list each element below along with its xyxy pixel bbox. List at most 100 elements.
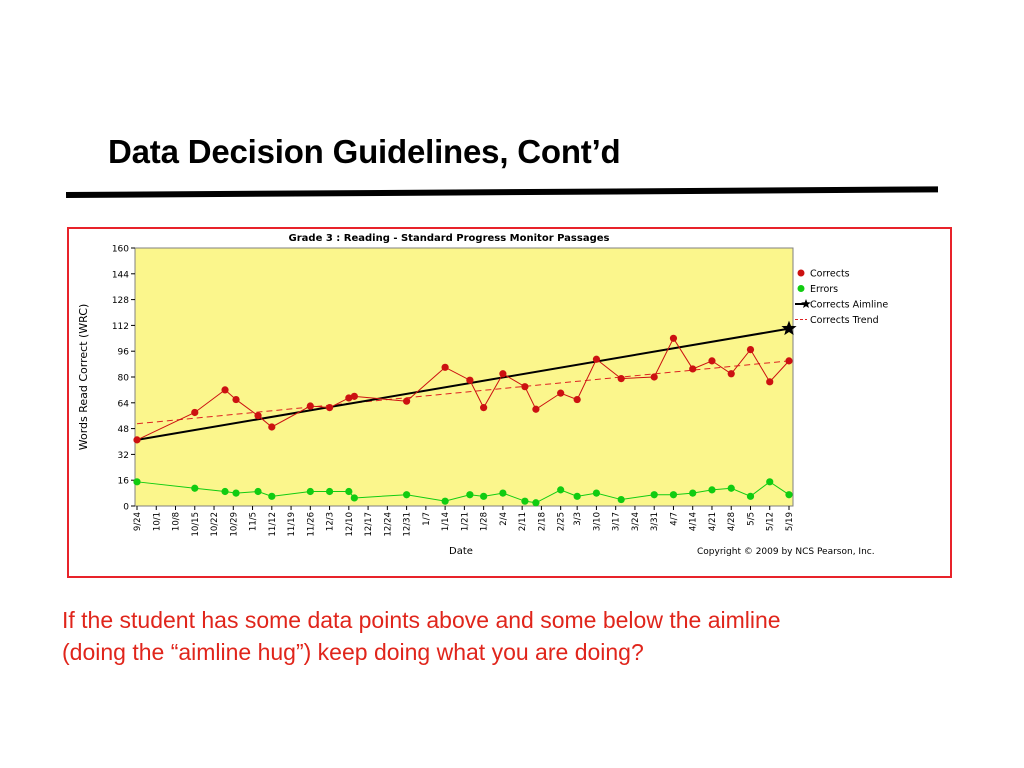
errors-point (746, 492, 755, 500)
errors-point (191, 484, 199, 492)
x-tick-label: 12/10 (345, 512, 355, 537)
y-tick-label: 0 (123, 503, 129, 513)
x-tick-label: 3/3 (573, 512, 583, 526)
x-tick-label: 11/26 (306, 512, 316, 537)
chart-frame: Grade 3 : Reading - Standard Progress Mo… (67, 227, 952, 578)
legend-errors-label: Errors (810, 284, 838, 295)
corrects-point (480, 404, 488, 412)
x-tick-label: 1/7 (422, 512, 432, 526)
x-tick-label: 9/24 (133, 512, 143, 531)
legend-errors-marker (797, 285, 805, 292)
corrects-point (441, 363, 449, 371)
corrects-point (689, 365, 697, 373)
errors-point (727, 484, 735, 492)
errors-point (617, 495, 625, 504)
x-tick-label: 3/31 (650, 512, 660, 531)
x-tick-label: 10/29 (229, 512, 239, 537)
errors-point (499, 489, 507, 497)
x-tick-label: 4/7 (669, 512, 679, 526)
corrects-point (617, 375, 625, 383)
y-tick-label: 64 (118, 399, 130, 409)
x-tick-label: 10/8 (172, 512, 182, 531)
x-tick-label: 2/11 (518, 512, 528, 531)
errors-point (466, 491, 474, 499)
corrects-point (746, 345, 755, 354)
slide-title: Data Decision Guidelines, Cont’d (108, 133, 621, 170)
x-tick-label: 11/19 (287, 512, 297, 537)
y-tick-label: 16 (118, 477, 130, 487)
corrects-point (766, 378, 774, 386)
errors-point (268, 492, 276, 500)
x-tick-label: 12/24 (383, 512, 393, 537)
x-tick-label: 11/5 (249, 512, 259, 531)
corrects-point (499, 370, 507, 378)
errors-point (221, 487, 229, 496)
y-tick-label: 32 (118, 451, 129, 461)
x-tick-label: 5/5 (746, 512, 756, 526)
legend-corrects-aimline-marker (801, 299, 811, 309)
corrects-point (268, 423, 276, 431)
errors-point (325, 487, 334, 496)
x-tick-label: 5/19 (785, 512, 795, 531)
errors-point (345, 487, 353, 496)
errors-point (350, 494, 358, 502)
x-tick-label: 10/1 (152, 512, 162, 531)
errors-point (232, 489, 240, 497)
errors-point (254, 487, 262, 496)
errors-point (708, 486, 716, 494)
errors-point (521, 497, 529, 505)
corrects-point (232, 395, 240, 404)
errors-point (573, 492, 581, 500)
errors-point (441, 497, 449, 505)
corrects-trend-line (136, 360, 790, 425)
corrects-point (325, 404, 334, 412)
corrects-point (521, 383, 529, 391)
x-tick-label: 2/18 (537, 512, 547, 531)
corrects-point (727, 370, 735, 378)
y-tick-label: 144 (112, 270, 129, 280)
x-tick-label: 1/14 (441, 512, 451, 531)
y-tick-label: 96 (118, 348, 130, 358)
corrects-point (345, 394, 353, 402)
caption-line-1: If the student has some data points abov… (62, 607, 781, 633)
corrects-point (573, 395, 581, 404)
corrects-point (254, 412, 262, 420)
x-tick-label: 11/12 (268, 512, 278, 537)
errors-point (557, 486, 565, 494)
corrects-point (350, 392, 358, 400)
progress-chart: Grade 3 : Reading - Standard Progress Mo… (77, 233, 888, 557)
corrects-aimline-line (136, 327, 790, 441)
corrects-point (133, 436, 141, 444)
errors-point (592, 489, 601, 497)
x-tick-label: 2/4 (499, 512, 509, 526)
errors-point (133, 478, 141, 486)
title-underline (66, 186, 939, 198)
y-tick-label: 80 (118, 374, 130, 384)
chart-title: Grade 3 : Reading - Standard Progress Mo… (289, 233, 610, 244)
corrects-point (557, 389, 565, 397)
copyright-note: Copyright © 2009 by NCS Pearson, Inc. (697, 547, 875, 557)
x-tick-label: 10/15 (191, 512, 201, 537)
errors-point (766, 478, 774, 486)
legend-corrects-label: Corrects (810, 269, 850, 280)
x-tick-label: 4/28 (727, 512, 737, 531)
x-tick-label: 12/17 (364, 512, 374, 537)
errors-point (480, 492, 488, 500)
y-tick-label: 48 (118, 425, 130, 435)
legend-corrects-aimline-label: Corrects Aimline (810, 300, 888, 311)
errors-point (785, 491, 793, 499)
corrects-aimline-end-star (781, 320, 797, 336)
x-tick-label: 4/14 (689, 512, 699, 531)
legend-corrects-trend-label: Corrects Trend (810, 315, 879, 326)
caption-line-2: (doing the “aimline hug”) keep doing wha… (62, 639, 644, 665)
x-tick-label: 3/17 (612, 512, 622, 531)
errors-point (689, 489, 697, 497)
y-axis-label: Words Read Correct (WRC) (77, 304, 90, 451)
corrects-point (592, 355, 601, 363)
corrects-point (403, 397, 411, 405)
x-tick-label: 12/31 (403, 512, 413, 537)
errors-point (403, 491, 411, 499)
corrects-point (669, 334, 678, 342)
chart-legend: Corrects Errors Corrects Aimline Corrects T… (795, 269, 888, 326)
corrects-point (650, 373, 658, 381)
